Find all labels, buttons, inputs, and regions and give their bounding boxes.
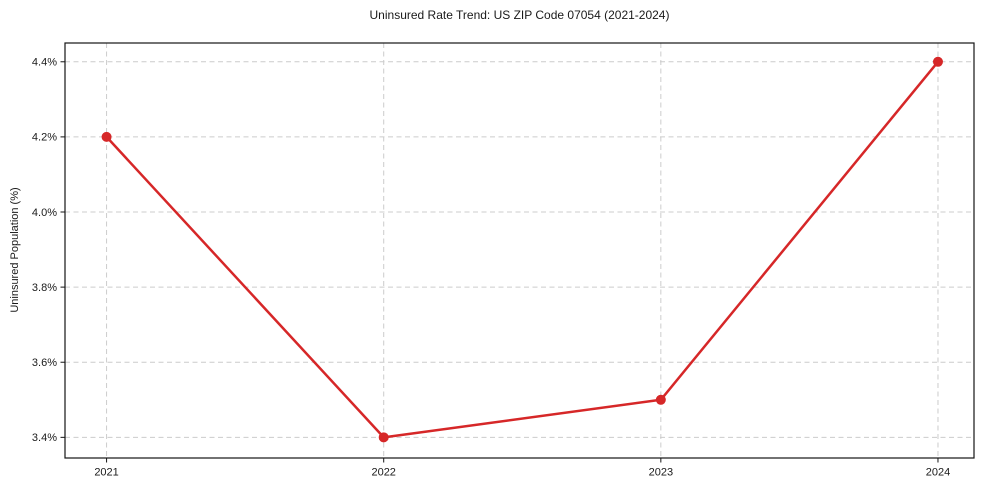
data-point xyxy=(932,56,943,67)
data-point xyxy=(378,432,389,443)
plot-border xyxy=(64,42,975,459)
chart-title: Uninsured Rate Trend: US ZIP Code 07054 … xyxy=(369,8,670,22)
x-tick-label: 2021 xyxy=(94,467,118,479)
x-tick-label: 2022 xyxy=(371,467,395,479)
data-point xyxy=(655,394,666,405)
y-tick-label: 3.8% xyxy=(32,282,57,294)
y-tick-label: 3.4% xyxy=(32,432,57,444)
data-line xyxy=(105,60,940,439)
x-tick-label: 2024 xyxy=(926,467,950,479)
data-point xyxy=(101,131,112,142)
y-tick-label: 3.6% xyxy=(32,357,57,369)
y-tick-label: 4.4% xyxy=(32,57,57,69)
y-tick-label: 4.0% xyxy=(32,207,57,219)
x-tick-label: 2023 xyxy=(649,467,673,479)
y-tick-label: 4.2% xyxy=(32,132,57,144)
